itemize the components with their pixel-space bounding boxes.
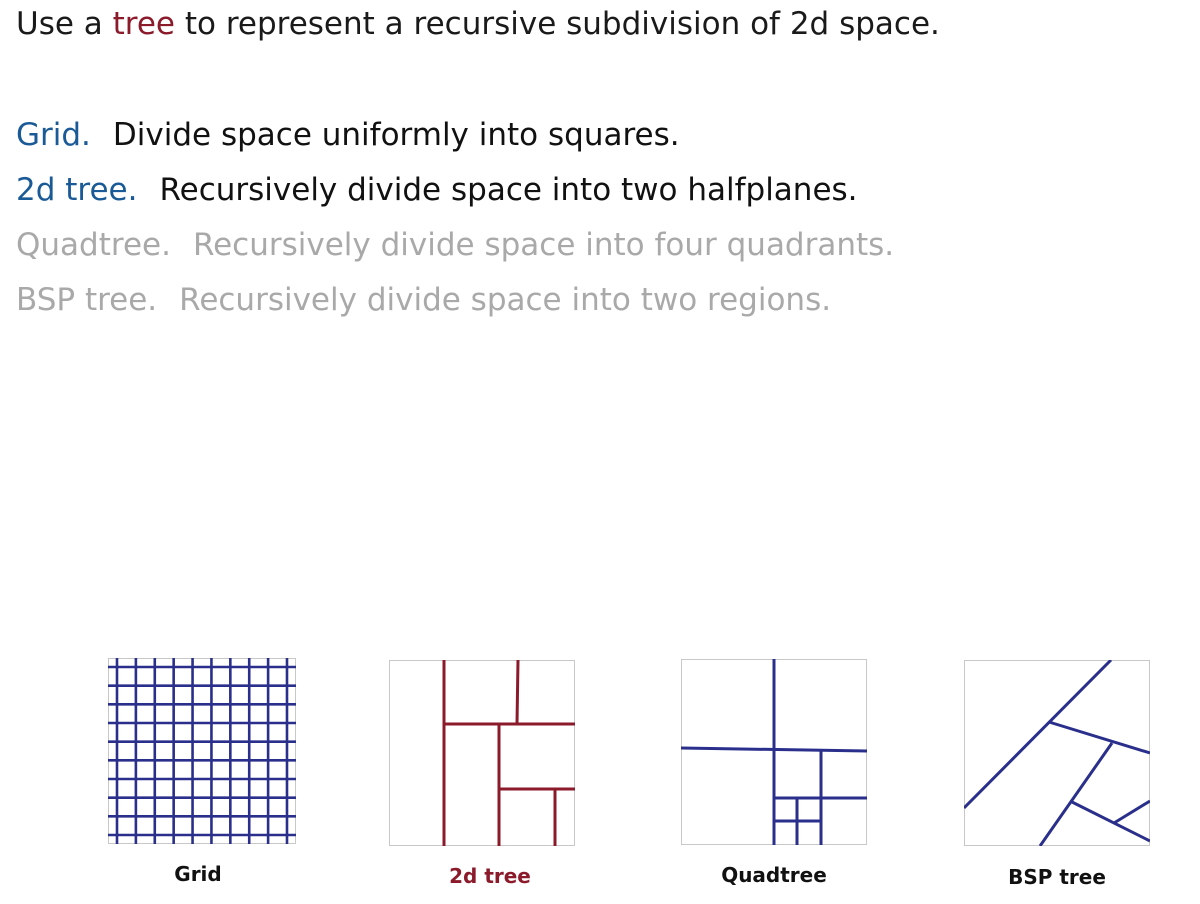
caption-bsp-tree: BSP tree bbox=[1008, 865, 1106, 889]
grid-figure bbox=[108, 658, 296, 844]
bsp-tree-diagram bbox=[964, 660, 1150, 846]
bsp-tree-border bbox=[964, 660, 1150, 846]
definition-2d-tree: 2d tree. Recursively divide space into tw… bbox=[16, 168, 894, 223]
quadtree-figure bbox=[681, 659, 867, 845]
2d-tree-split-line bbox=[515, 660, 520, 725]
2d-tree-diagram bbox=[389, 660, 575, 846]
intro-after: to represent a recursive subdivision of … bbox=[184, 6, 940, 42]
definition-term: Quadtree. bbox=[16, 227, 171, 263]
definition-term: 2d tree. bbox=[16, 172, 138, 208]
definition-description: Divide space uniformly into squares. bbox=[112, 117, 680, 153]
2d-tree-border bbox=[389, 660, 575, 846]
bsp-tree-split-line bbox=[1038, 742, 1114, 846]
intro-highlight-tree: tree bbox=[112, 6, 175, 42]
definition-description: Recursively divide space into two halfpl… bbox=[159, 172, 858, 208]
2d-tree-figure bbox=[389, 660, 575, 846]
intro-sentence: Use a tree to represent a recursive subd… bbox=[16, 6, 940, 42]
grid-border bbox=[108, 658, 296, 844]
definition-description: Recursively divide space into two region… bbox=[179, 282, 832, 318]
bsp-tree-figure bbox=[964, 660, 1150, 846]
definition-description: Recursively divide space into four quadr… bbox=[192, 227, 895, 263]
caption-2d-tree: 2d tree bbox=[449, 864, 531, 888]
grid-diagram bbox=[108, 658, 296, 844]
bsp-tree-split-line bbox=[964, 660, 1113, 810]
definition-term: Grid. bbox=[16, 117, 91, 153]
quadtree-split-line bbox=[681, 746, 867, 753]
quadtree-diagram bbox=[681, 659, 867, 845]
definition-term: BSP tree. bbox=[16, 282, 158, 318]
bsp-tree-split-line bbox=[1048, 720, 1150, 755]
definition-quadtree: Quadtree. Recursively divide space into f… bbox=[16, 223, 894, 278]
bsp-tree-split-line bbox=[1071, 800, 1150, 843]
intro-before: Use a bbox=[16, 6, 103, 42]
definition-bsp-tree: BSP tree. Recursively divide space into t… bbox=[16, 278, 894, 333]
bsp-tree-split-line bbox=[1113, 799, 1150, 825]
definition-list: Grid. Divide space uniformly into squares… bbox=[16, 113, 894, 333]
definition-grid: Grid. Divide space uniformly into squares… bbox=[16, 113, 894, 168]
caption-grid: Grid bbox=[174, 862, 222, 886]
caption-quadtree: Quadtree bbox=[721, 863, 827, 887]
